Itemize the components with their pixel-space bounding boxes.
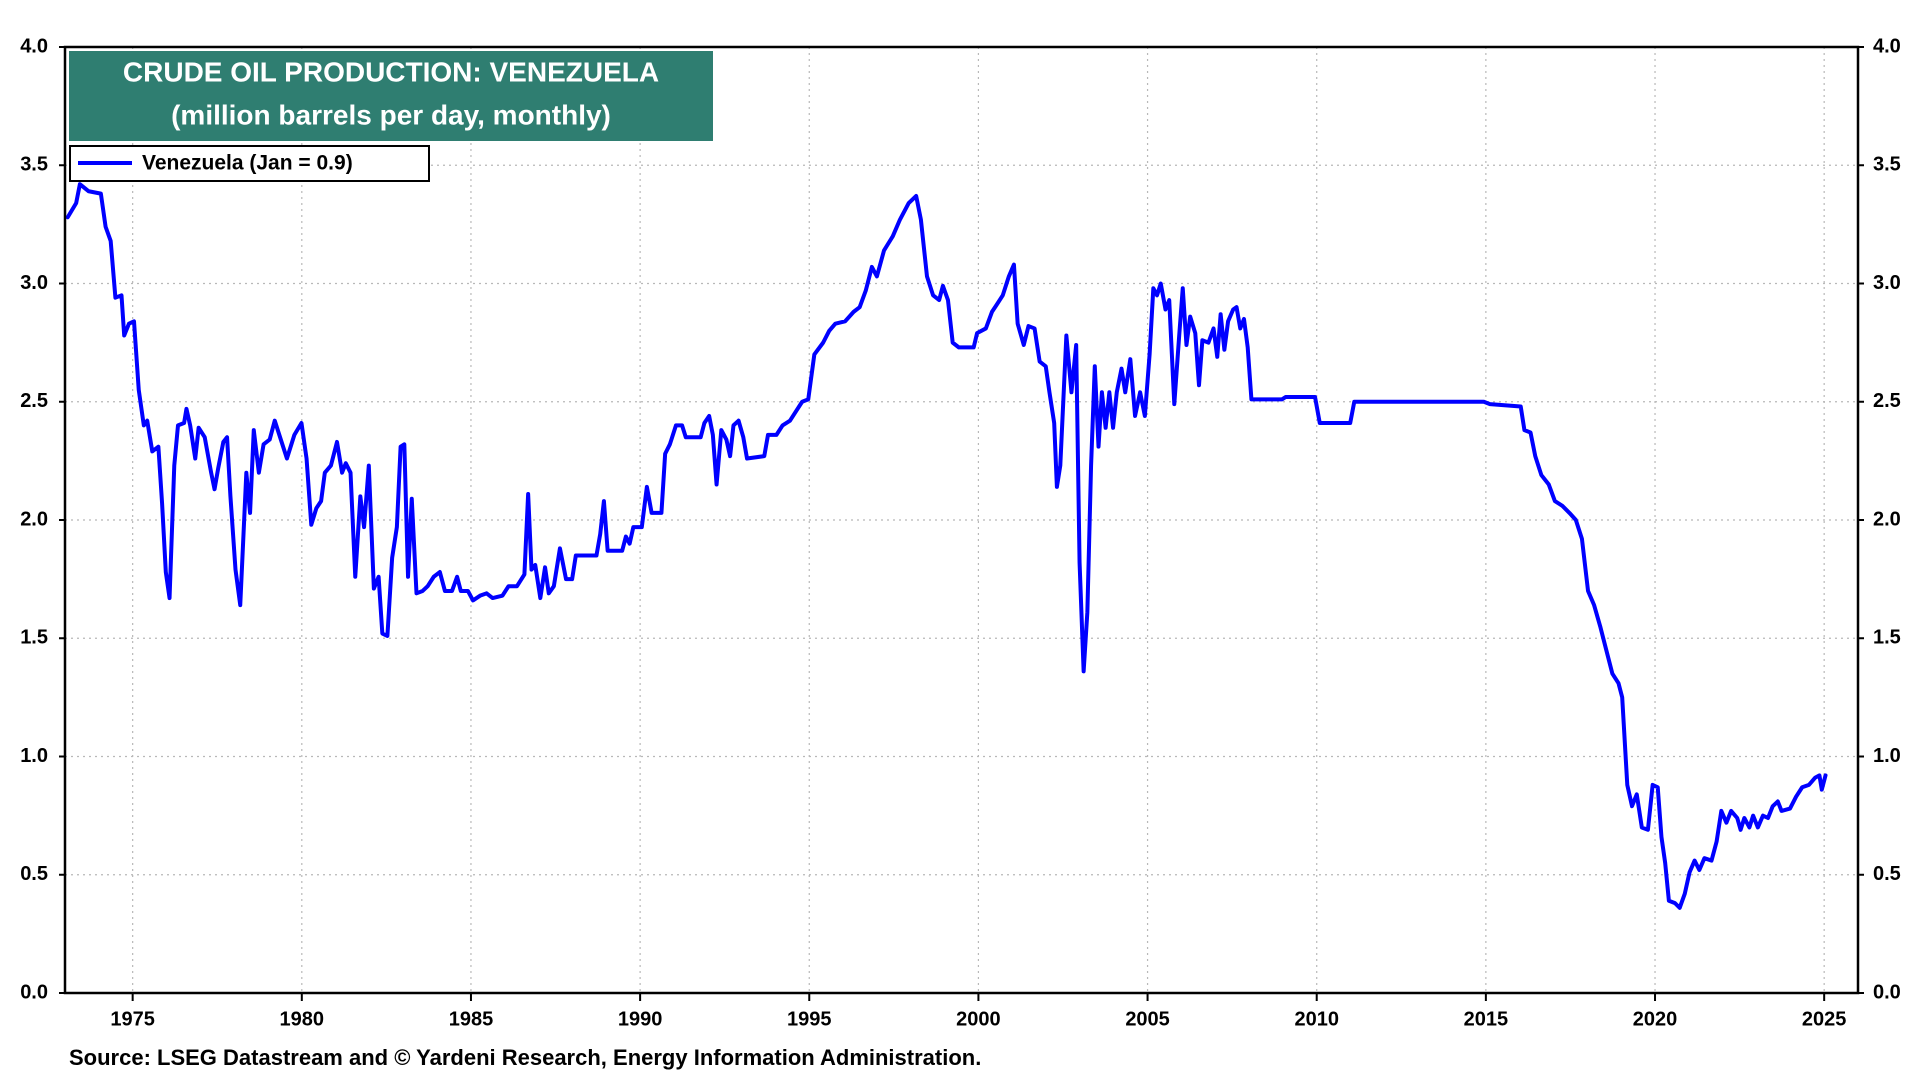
legend-label: Venezuela (Jan = 0.9) [142, 152, 353, 175]
y2-tick-label: 0.5 [1873, 863, 1901, 885]
y-tick-label: 1.0 [20, 745, 48, 767]
line-layer [65, 182, 1828, 910]
y-tick-label: 2.5 [20, 390, 48, 412]
x-tick-label: 1990 [618, 1008, 663, 1030]
y2-tick-label: 2.5 [1873, 390, 1901, 412]
data-line [65, 182, 1828, 910]
x-tick-label: 1975 [110, 1008, 155, 1030]
y-tick-label: 0.5 [20, 863, 48, 885]
x-tick-label: 1995 [787, 1008, 832, 1030]
x-tick-label: 2015 [1464, 1008, 1509, 1030]
chart-title: CRUDE OIL PRODUCTION: VENEZUELA [123, 56, 659, 87]
chart-subtitle: (million barrels per day, monthly) [171, 99, 611, 130]
y2-tick-label: 2.0 [1873, 508, 1901, 530]
y-tick-label: 3.5 [20, 154, 48, 176]
x-tick-label: 2005 [1125, 1008, 1170, 1030]
y2-tick-label: 4.0 [1873, 35, 1901, 57]
x-tick-label: 2010 [1294, 1008, 1339, 1030]
y-tick-label: 1.5 [20, 627, 48, 649]
y-tick-label: 2.0 [20, 508, 48, 530]
y-tick-label: 3.0 [20, 272, 48, 294]
title-box [69, 51, 713, 141]
y2-tick-label: 3.5 [1873, 154, 1901, 176]
y2-tick-label: 0.0 [1873, 981, 1901, 1003]
x-tick-label: 1980 [280, 1008, 325, 1030]
y2-tick-label: 1.5 [1873, 627, 1901, 649]
x-tick-label: 2020 [1633, 1008, 1678, 1030]
grid-layer [65, 47, 1858, 993]
y-tick-label: 0.0 [20, 981, 48, 1003]
x-tick-label: 2000 [956, 1008, 1001, 1030]
y2-tick-label: 1.0 [1873, 745, 1901, 767]
source-note: Source: LSEG Datastream and © Yardeni Re… [69, 1045, 981, 1070]
y2-tick-label: 3.0 [1873, 272, 1901, 294]
y-tick-label: 4.0 [20, 35, 48, 57]
x-tick-label: 1985 [449, 1008, 494, 1030]
x-tick-label: 2025 [1802, 1008, 1847, 1030]
